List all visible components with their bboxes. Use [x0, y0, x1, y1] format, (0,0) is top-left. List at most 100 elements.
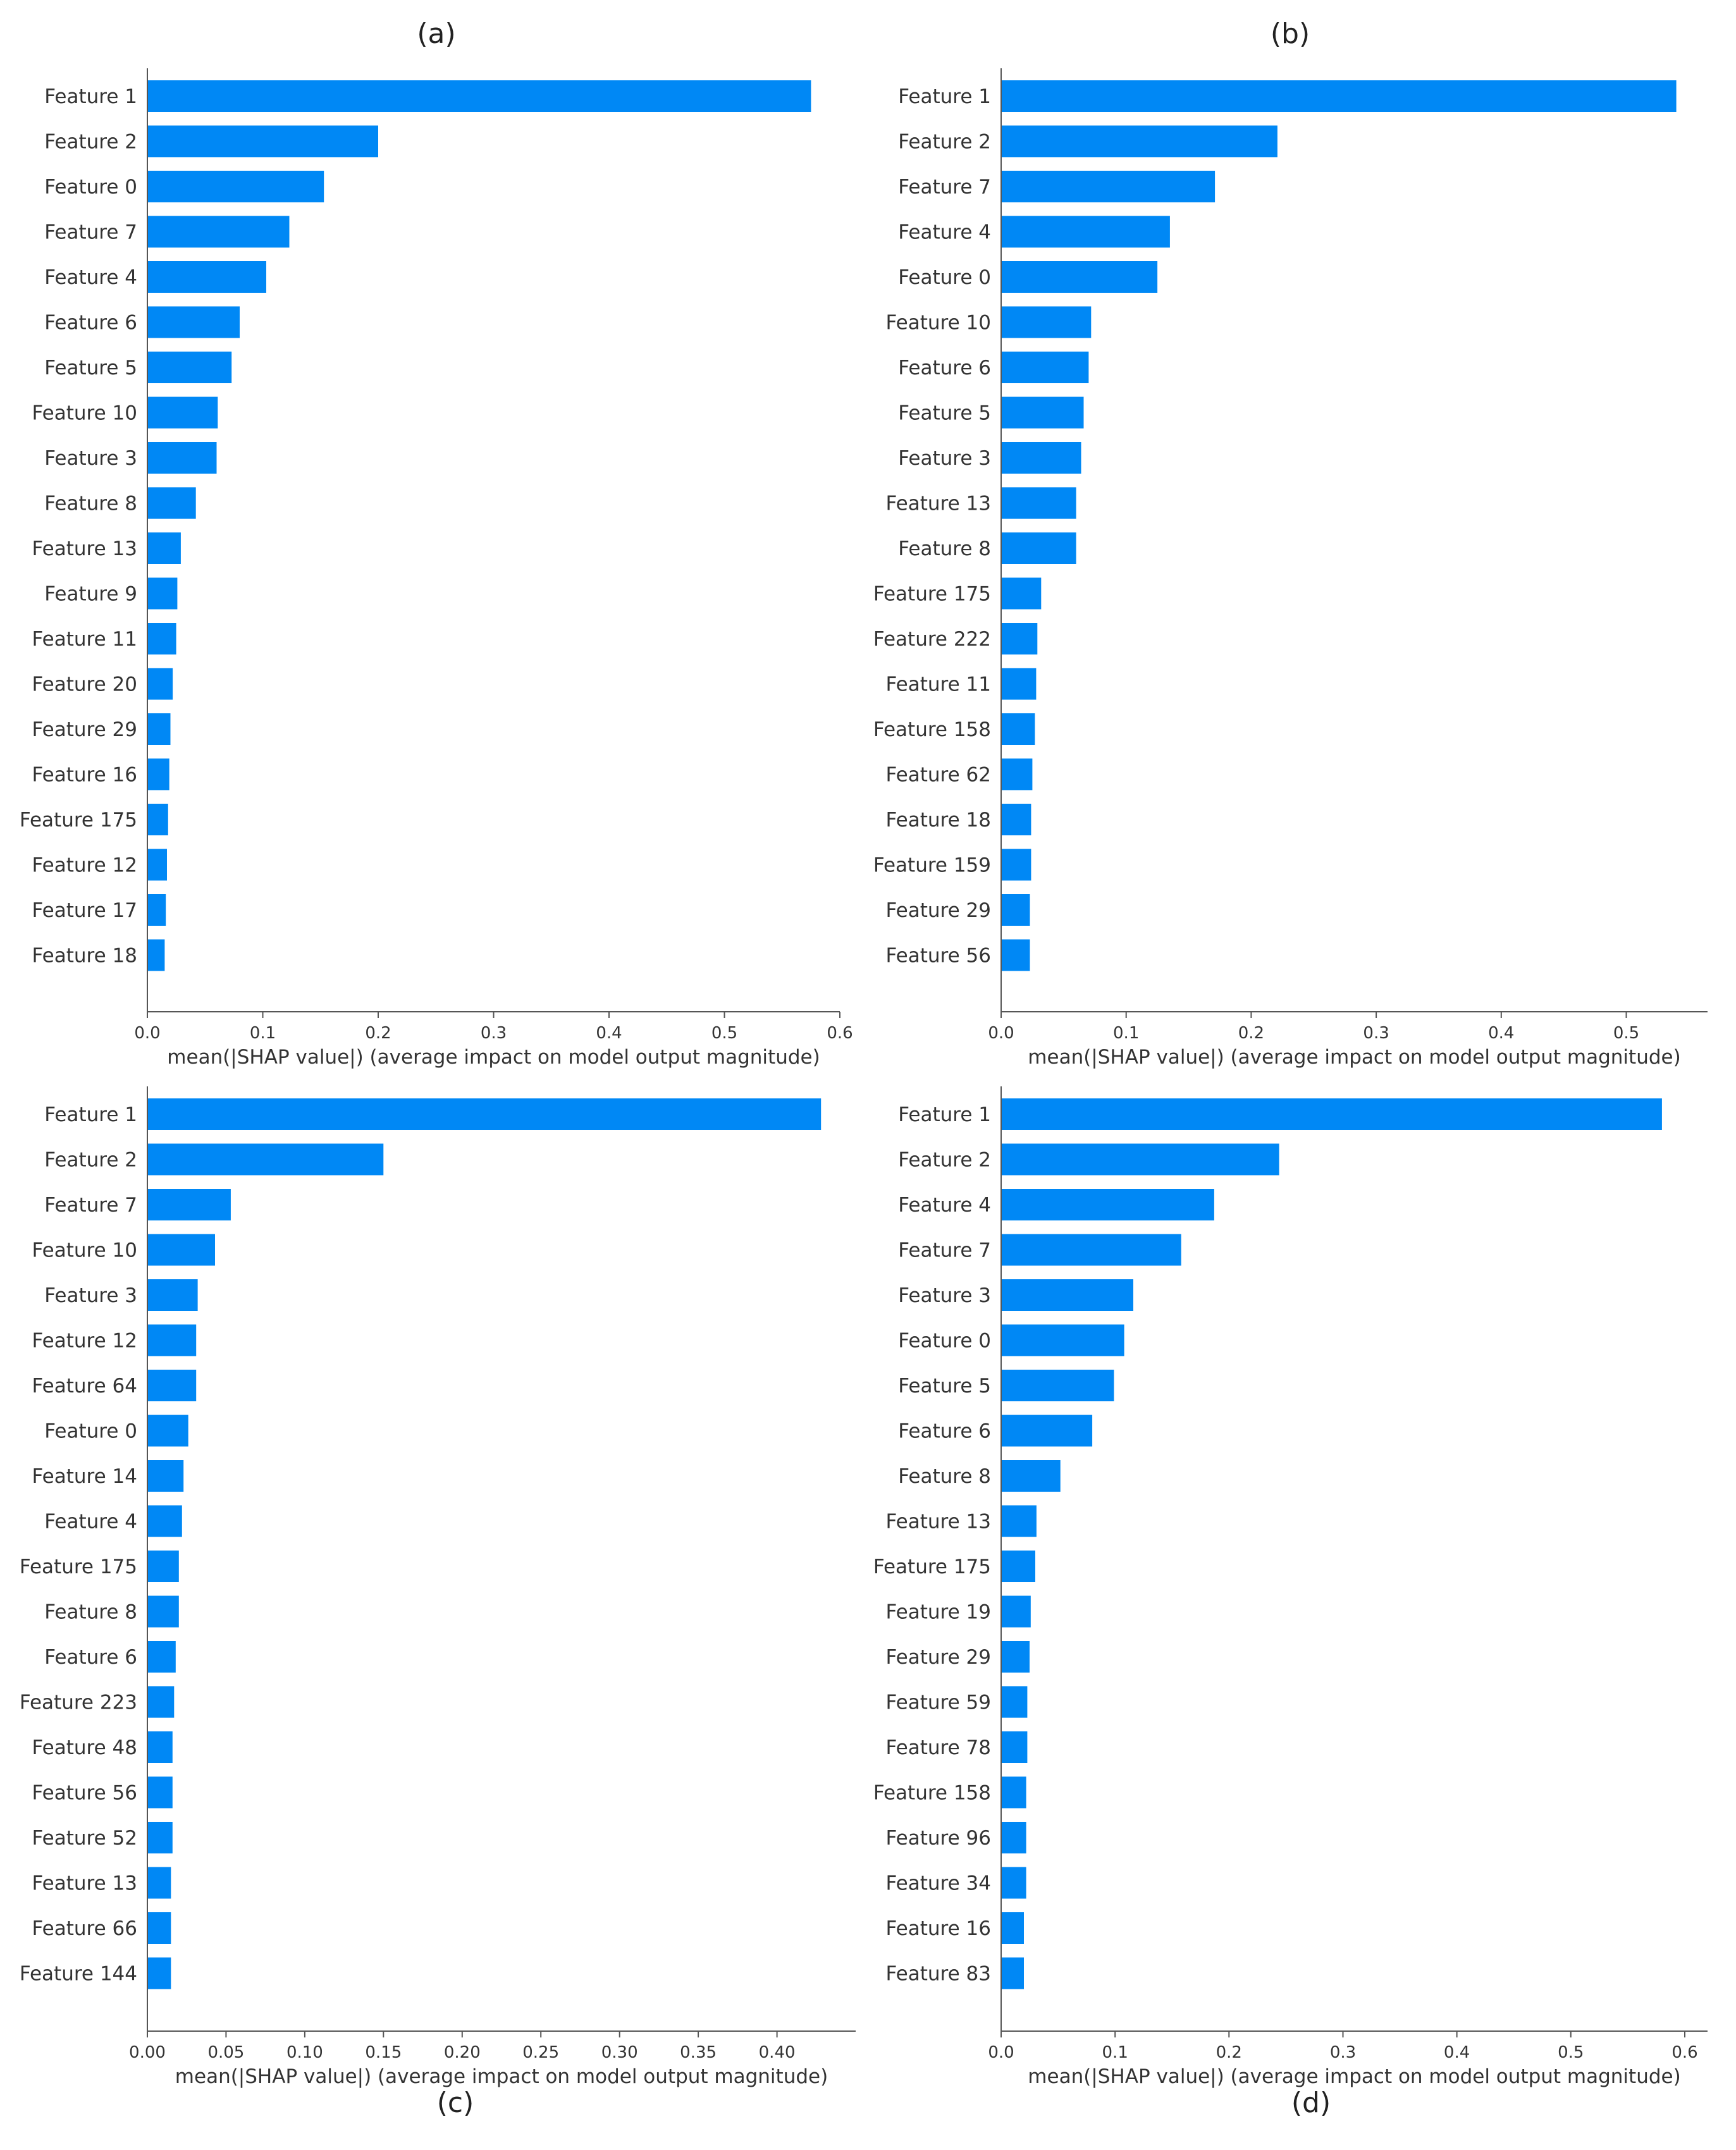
bar — [1001, 849, 1031, 881]
feature-label: Feature 19 — [886, 1601, 991, 1624]
bar — [1001, 1324, 1124, 1356]
feature-label: Feature 29 — [886, 1646, 991, 1669]
bar — [147, 1143, 384, 1176]
bar — [147, 1822, 173, 1853]
bar — [147, 668, 173, 700]
feature-label: Feature 158 — [873, 1782, 991, 1805]
feature-label: Feature 8 — [898, 1465, 991, 1488]
feature-label: Feature 223 — [20, 1692, 137, 1714]
feature-label: Feature 16 — [32, 764, 137, 787]
bar — [1001, 1415, 1093, 1447]
feature-label: Feature 6 — [898, 357, 991, 379]
x-tick-label: 0.00 — [129, 2043, 166, 2062]
x-tick-label: 0.4 — [1488, 1024, 1514, 1043]
x-tick-label: 0.4 — [596, 1024, 622, 1043]
feature-label: Feature 1 — [898, 1103, 991, 1126]
feature-label: Feature 16 — [886, 1917, 991, 1940]
feature-label: Feature 11 — [32, 628, 137, 651]
x-tick-label: 0.5 — [1613, 1024, 1639, 1043]
bar — [1001, 1776, 1026, 1809]
panel-label: (a) — [417, 18, 455, 50]
feature-label: Feature 4 — [898, 1194, 991, 1217]
feature-label: Feature 1 — [898, 85, 991, 108]
bar — [1001, 171, 1216, 202]
bar — [147, 1912, 171, 1944]
chart-panel-4: (d) Feature 1 Feature 2 Feature 4 Feature 7 F… — [873, 1086, 1708, 2119]
bar — [147, 171, 324, 202]
feature-label: Feature 14 — [32, 1465, 137, 1488]
bar — [147, 1415, 188, 1447]
feature-label: Feature 1 — [44, 1103, 137, 1126]
feature-label: Feature 20 — [32, 673, 137, 696]
bar — [1001, 1822, 1026, 1853]
chart-panel-1: (a) Feature 1 Feature 2 Feature 0 Feature 7 F… — [20, 18, 853, 1069]
x-tick-label: 0.1 — [1102, 2043, 1128, 2062]
bar — [147, 1595, 179, 1628]
feature-label: Feature 48 — [32, 1736, 137, 1759]
x-tick-label: 0.5 — [711, 1024, 737, 1043]
x-tick-label: 0.25 — [522, 2043, 559, 2062]
bar — [147, 352, 232, 383]
bar — [1001, 261, 1158, 293]
feature-label: Feature 4 — [44, 1511, 137, 1533]
bar — [147, 1957, 171, 1989]
x-tick-label: 0.40 — [759, 2043, 796, 2062]
bar — [1001, 1143, 1279, 1176]
feature-label: Feature 96 — [886, 1827, 991, 1850]
feature-label: Feature 175 — [20, 1556, 137, 1578]
bar — [1001, 1189, 1214, 1220]
bar — [1001, 352, 1089, 383]
bar — [147, 532, 181, 564]
feature-label: Feature 29 — [32, 718, 137, 741]
x-tick-label: 0.2 — [1216, 2043, 1242, 2062]
bar — [1001, 306, 1092, 338]
x-tick-label: 0.30 — [601, 2043, 638, 2062]
bar — [1001, 1505, 1037, 1537]
bar — [147, 216, 290, 248]
feature-label: Feature 175 — [20, 809, 137, 832]
bar — [147, 939, 165, 971]
feature-label: Feature 3 — [898, 447, 991, 470]
feature-label: Feature 78 — [886, 1736, 991, 1759]
feature-label: Feature 13 — [886, 493, 991, 515]
chart-panel-3: (c) Feature 1 Feature 2 Feature 7 Feature 10… — [20, 1086, 856, 2119]
bar — [147, 577, 178, 610]
bar — [1001, 1595, 1031, 1628]
feature-label: Feature 10 — [886, 312, 991, 335]
bar — [147, 396, 218, 429]
bar — [147, 1867, 171, 1899]
feature-label: Feature 18 — [886, 809, 991, 832]
bar — [1001, 1370, 1114, 1401]
feature-label: Feature 64 — [32, 1375, 137, 1398]
bar — [1001, 623, 1038, 654]
feature-label: Feature 7 — [898, 176, 991, 199]
bar — [1001, 442, 1081, 474]
feature-label: Feature 2 — [44, 131, 137, 154]
bar — [1001, 1279, 1133, 1311]
feature-label: Feature 8 — [44, 1601, 137, 1624]
bar — [1001, 487, 1076, 519]
feature-label: Feature 7 — [898, 1239, 991, 1262]
bar — [1001, 80, 1677, 112]
feature-label: Feature 0 — [44, 1420, 137, 1443]
bar — [1001, 1686, 1028, 1718]
bar — [147, 713, 171, 745]
bar — [147, 804, 168, 835]
feature-label: Feature 4 — [898, 221, 991, 244]
bar — [1001, 125, 1277, 157]
bar — [147, 1370, 197, 1401]
feature-label: Feature 158 — [873, 718, 991, 741]
feature-label: Feature 0 — [44, 176, 137, 199]
feature-label: Feature 12 — [32, 1330, 137, 1353]
bar — [147, 80, 811, 112]
bar — [1001, 1731, 1028, 1763]
feature-label: Feature 11 — [886, 673, 991, 696]
bar — [147, 487, 196, 519]
x-tick-label: 0.10 — [286, 2043, 323, 2062]
bar — [147, 1189, 231, 1220]
feature-label: Feature 10 — [32, 1239, 137, 1262]
x-tick-label: 0.1 — [250, 1024, 276, 1043]
bar — [147, 442, 217, 474]
feature-label: Feature 4 — [44, 266, 137, 289]
